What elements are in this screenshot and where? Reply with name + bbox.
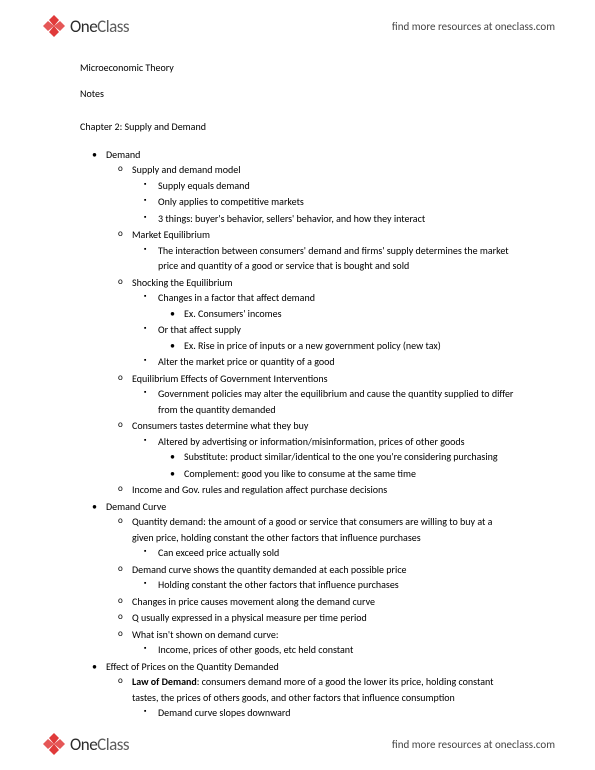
item-text: Substitute: product similar/identical to… bbox=[184, 450, 498, 463]
item-text: Ex. Consumers' incomes bbox=[184, 307, 282, 320]
item-text: Government policies may alter the equili… bbox=[158, 387, 513, 416]
section-demand: Demand Supply and demand model Supply eq… bbox=[106, 147, 515, 498]
section-price-effect: Effect of Prices on the Quantity Demande… bbox=[106, 659, 515, 721]
item-text: Alter the market price or quantity of a … bbox=[158, 355, 335, 368]
footer: OneClass find more resources at oneclass… bbox=[0, 722, 595, 770]
list-item: Supply equals demand bbox=[158, 178, 515, 194]
list-item: Changes in a factor that affect demand E… bbox=[158, 290, 515, 321]
item-text: Or that affect supply bbox=[158, 323, 241, 336]
item-text: Complement: good you like to consume at … bbox=[184, 467, 416, 480]
item-text: Q usually expressed in a physical measur… bbox=[132, 611, 367, 624]
item-text: Demand curve slopes downward bbox=[158, 706, 291, 719]
list-item: Shocking the Equilibrium Changes in a fa… bbox=[132, 275, 515, 370]
logo-icon bbox=[40, 12, 68, 40]
section-demand-curve: Demand Curve Quantity demand: the amount… bbox=[106, 499, 515, 658]
outline-root: Demand Supply and demand model Supply eq… bbox=[80, 147, 515, 721]
item-text: Only applies to competitive markets bbox=[158, 195, 304, 208]
list-item: Altered by advertising or information/mi… bbox=[158, 434, 515, 482]
header: OneClass find more resources at oneclass… bbox=[0, 0, 595, 48]
logo-text: OneClass bbox=[70, 734, 129, 755]
list-item: Ex. Consumers' incomes bbox=[184, 306, 515, 322]
doc-title: Microeconomic Theory bbox=[80, 60, 515, 76]
item-text: Shocking the Equilibrium bbox=[132, 276, 233, 289]
find-more-link-top[interactable]: find more resources at oneclass.com bbox=[392, 20, 555, 33]
section-heading: Effect of Prices on the Quantity Demande… bbox=[106, 660, 279, 673]
item-text: What isn't shown on demand curve: bbox=[132, 628, 279, 641]
section-heading: Demand Curve bbox=[106, 500, 166, 513]
section-heading: Demand bbox=[106, 148, 140, 161]
item-text: The interaction between consumers' deman… bbox=[158, 244, 509, 273]
list-item: Complement: good you like to consume at … bbox=[184, 466, 515, 482]
find-more-link-bottom[interactable]: find more resources at oneclass.com bbox=[392, 738, 555, 751]
logo[interactable]: OneClass bbox=[40, 12, 129, 40]
item-text: Changes in price causes movement along t… bbox=[132, 595, 375, 608]
item-text: Income, prices of other goods, etc held … bbox=[158, 643, 353, 656]
list-item: Changes in price causes movement along t… bbox=[132, 594, 515, 610]
item-text: Ex. Rise in price of inputs or a new gov… bbox=[184, 339, 441, 352]
list-item: Demand curve shows the quantity demanded… bbox=[132, 562, 515, 593]
item-text: Income and Gov. rules and regulation aff… bbox=[132, 483, 387, 496]
item-text: Altered by advertising or information/mi… bbox=[158, 435, 465, 448]
list-item: Or that affect supply Ex. Rise in price … bbox=[158, 322, 515, 353]
list-item: The interaction between consumers' deman… bbox=[158, 243, 515, 274]
chapter-heading: Chapter 2: Supply and Demand bbox=[80, 119, 515, 135]
list-item: Can exceed price actually sold bbox=[158, 545, 515, 561]
item-text: Can exceed price actually sold bbox=[158, 546, 279, 559]
list-item: Alter the market price or quantity of a … bbox=[158, 354, 515, 370]
item-text: Consumers tastes determine what they buy bbox=[132, 419, 308, 432]
item-text: 3 things: buyer's behavior, sellers' beh… bbox=[158, 212, 425, 225]
list-item: Ex. Rise in price of inputs or a new gov… bbox=[184, 338, 515, 354]
list-item: Only applies to competitive markets bbox=[158, 194, 515, 210]
list-item: Law of Demand: consumers demand more of … bbox=[132, 674, 515, 721]
list-item: Income and Gov. rules and regulation aff… bbox=[132, 482, 515, 498]
item-text: Supply and demand model bbox=[132, 163, 241, 176]
list-item: Substitute: product similar/identical to… bbox=[184, 449, 515, 465]
logo-icon bbox=[40, 730, 68, 758]
logo-text: OneClass bbox=[70, 16, 129, 37]
list-item: Consumers tastes determine what they buy… bbox=[132, 418, 515, 481]
document-body: Microeconomic Theory Notes Chapter 2: Su… bbox=[0, 48, 595, 732]
item-text: Quantity demand: the amount of a good or… bbox=[132, 515, 492, 544]
list-item: Supply and demand model Supply equals de… bbox=[132, 162, 515, 226]
item-text: Changes in a factor that affect demand bbox=[158, 291, 315, 304]
item-text: Market Equilibrium bbox=[132, 228, 210, 241]
list-item: Income, prices of other goods, etc held … bbox=[158, 642, 515, 658]
list-item: Quantity demand: the amount of a good or… bbox=[132, 514, 515, 561]
list-item: Q usually expressed in a physical measur… bbox=[132, 610, 515, 626]
list-item: Demand curve slopes downward bbox=[158, 705, 515, 721]
logo[interactable]: OneClass bbox=[40, 730, 129, 758]
item-text: Supply equals demand bbox=[158, 179, 250, 192]
list-item: Holding constant the other factors that … bbox=[158, 577, 515, 593]
list-item: Government policies may alter the equili… bbox=[158, 386, 515, 417]
doc-subtitle: Notes bbox=[80, 86, 515, 102]
law-of-demand-label: Law of Demand bbox=[132, 675, 197, 688]
item-text: Holding constant the other factors that … bbox=[158, 578, 399, 591]
item-text: Demand curve shows the quantity demanded… bbox=[132, 563, 407, 576]
list-item: What isn't shown on demand curve: Income… bbox=[132, 627, 515, 658]
list-item: 3 things: buyer's behavior, sellers' beh… bbox=[158, 211, 515, 227]
list-item: Equilibrium Effects of Government Interv… bbox=[132, 371, 515, 418]
list-item: Market Equilibrium The interaction betwe… bbox=[132, 227, 515, 274]
item-text: Equilibrium Effects of Government Interv… bbox=[132, 372, 328, 385]
